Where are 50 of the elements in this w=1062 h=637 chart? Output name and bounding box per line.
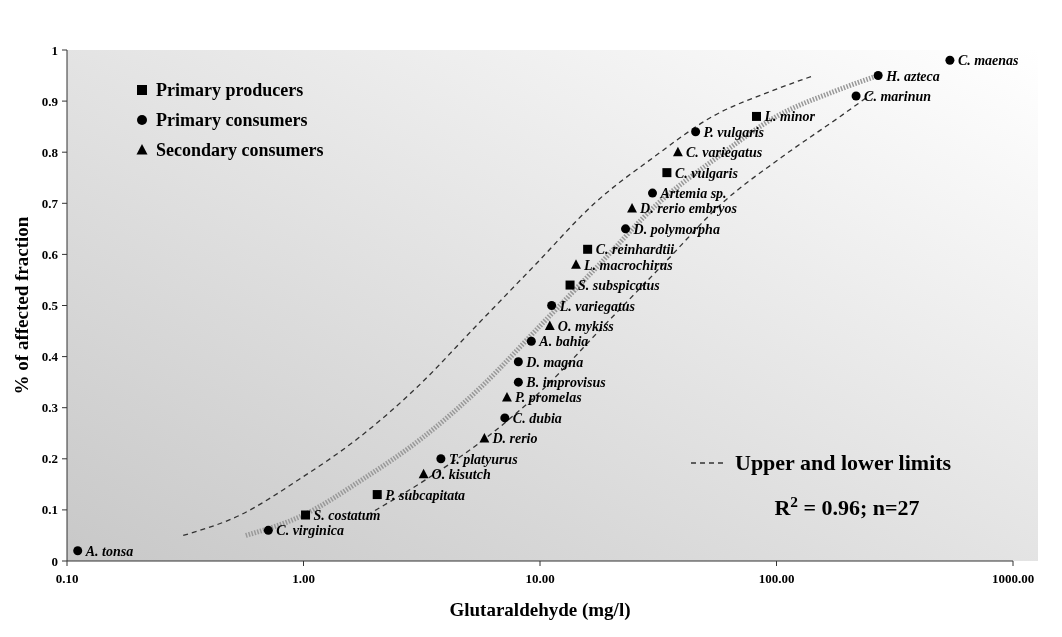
annotation: D. magna: [525, 354, 584, 370]
y-tick-label: 0.9: [41, 93, 59, 109]
annotation: L. minor: [763, 109, 816, 125]
annotation: P. subcapitata: [385, 487, 466, 503]
legend-label: Secondary consumers: [156, 140, 324, 160]
annotation: C. dubia: [512, 410, 562, 426]
annotation: C. vulgaris: [674, 165, 739, 181]
x-axis-title: Glutaraldehyde (mg/l): [449, 599, 631, 621]
annotation: D. polymorpha: [632, 221, 720, 237]
y-tick-label: 0.5: [41, 298, 59, 313]
y-tick-label: 0.7: [41, 195, 59, 211]
y-axis-title: % of affected fraction: [11, 216, 32, 395]
annotation: L. macrochirus: [583, 257, 674, 273]
x-tick-label: 1000.00: [991, 571, 1035, 586]
annotation: O. mykiss: [557, 318, 615, 334]
x-tick-label: 0.10: [55, 571, 79, 586]
annotation: C. reinhardtii: [595, 242, 675, 258]
y-tick-label: 0.2: [41, 451, 58, 467]
legend-label: Primary consumers: [156, 110, 308, 130]
annotation: T. platyurus: [448, 451, 519, 467]
annotation: D. rerio embryos: [639, 201, 738, 217]
annotation: Artemia sp.: [659, 186, 727, 202]
legend-label: Upper and lower limits: [735, 450, 952, 475]
legend-label: Primary producers: [156, 80, 304, 100]
y-tick-label: 0.3: [41, 400, 59, 416]
y-tick-label: 0.4: [41, 349, 59, 365]
annotation: A. tonsa: [84, 543, 134, 559]
annotation: H. azteca: [885, 68, 940, 84]
annotation: L. variegatus: [558, 298, 636, 314]
annotation: P. promelas: [514, 390, 583, 406]
annotation: A. bahia: [538, 334, 589, 350]
x-tick-label: 100.00: [758, 571, 795, 586]
annotation: C. marinun: [864, 88, 932, 104]
annotation: R$^{2}$ = 0.96; n=27: [774, 492, 920, 520]
x-tick-label: 1.00: [292, 571, 315, 586]
annotation: S. costatum: [313, 508, 381, 524]
annotation: C. maenas: [957, 53, 1020, 69]
y-tick-label: 1: [51, 42, 58, 58]
y-tick-label: 0.1: [41, 502, 58, 518]
x-tick-label: 10.00: [525, 571, 555, 586]
annotation: S. subspicatus: [578, 278, 661, 294]
annotation: C. virginica: [276, 523, 344, 539]
annotation: P. vulgaris: [703, 124, 765, 140]
annotation: B. improvisus: [525, 375, 607, 391]
annotation: D. rerio: [491, 431, 538, 447]
y-tick-label: 0.8: [41, 144, 59, 160]
annotation: O. kisutch: [431, 467, 491, 483]
annotation: C. variegatus: [685, 145, 763, 161]
y-tick-label: 0: [51, 553, 58, 569]
y-tick-label: 0.6: [41, 246, 59, 262]
